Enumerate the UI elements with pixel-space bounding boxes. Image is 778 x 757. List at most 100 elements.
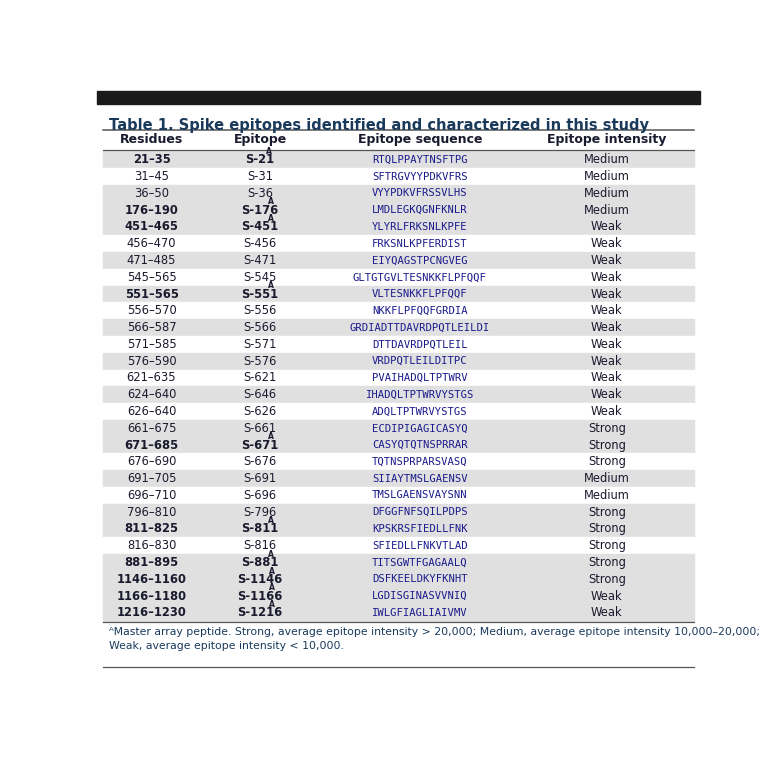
Bar — [103, 537, 694, 554]
Text: S-36: S-36 — [247, 187, 273, 200]
Text: PVAIHADQLTPTWRV: PVAIHADQLTPTWRV — [372, 373, 468, 383]
Text: Medium: Medium — [584, 472, 629, 485]
Text: DSFKEELDKYFKNHT: DSFKEELDKYFKNHT — [372, 575, 468, 584]
Bar — [103, 202, 694, 219]
Text: S-1216: S-1216 — [237, 606, 282, 619]
Text: 671–685: 671–685 — [124, 438, 179, 452]
Bar — [103, 168, 694, 185]
Bar — [103, 369, 694, 386]
Text: 571–585: 571–585 — [127, 338, 177, 351]
Text: S-796: S-796 — [244, 506, 277, 519]
Bar — [103, 336, 694, 353]
Bar — [103, 219, 694, 235]
Bar — [103, 386, 694, 403]
Text: 451–465: 451–465 — [124, 220, 178, 233]
Text: A: A — [268, 214, 274, 223]
Text: 696–710: 696–710 — [127, 489, 176, 502]
Text: S-646: S-646 — [244, 388, 277, 401]
Text: Weak: Weak — [591, 254, 622, 267]
Text: A: A — [268, 432, 274, 441]
Text: Weak: Weak — [591, 388, 622, 401]
Text: KPSKRSFIEDLLFNK: KPSKRSFIEDLLFNK — [372, 524, 468, 534]
Text: 811–825: 811–825 — [124, 522, 178, 535]
Text: Weak: Weak — [591, 288, 622, 301]
Text: S-811: S-811 — [241, 522, 279, 535]
Text: 796–810: 796–810 — [127, 506, 176, 519]
Text: Strong: Strong — [588, 539, 626, 553]
Text: 566–587: 566–587 — [127, 321, 177, 334]
Bar — [103, 453, 694, 470]
Text: GRDIADTTDAVRDPQTLEILDI: GRDIADTTDAVRDPQTLEILDI — [349, 322, 490, 332]
Text: Weak: Weak — [591, 606, 622, 619]
Text: ᴬMaster array peptide. Strong, average epitope intensity > 20,000; Medium, avera: ᴬMaster array peptide. Strong, average e… — [109, 627, 760, 637]
Bar — [103, 319, 694, 336]
Text: A: A — [269, 567, 275, 575]
Text: Medium: Medium — [584, 204, 629, 217]
Text: S-451: S-451 — [241, 220, 279, 233]
Text: Epitope sequence: Epitope sequence — [358, 133, 482, 146]
Text: S-21: S-21 — [246, 154, 275, 167]
Bar — [103, 521, 694, 537]
Text: S-696: S-696 — [244, 489, 277, 502]
Text: 661–675: 661–675 — [127, 422, 177, 435]
Text: A: A — [266, 147, 272, 156]
Text: S-691: S-691 — [244, 472, 277, 485]
Text: 1146–1160: 1146–1160 — [117, 573, 187, 586]
Text: 1216–1230: 1216–1230 — [117, 606, 187, 619]
Text: Strong: Strong — [588, 573, 626, 586]
Text: Medium: Medium — [584, 170, 629, 183]
Text: S-661: S-661 — [244, 422, 277, 435]
Text: Strong: Strong — [588, 456, 626, 469]
Text: A: A — [268, 550, 274, 559]
Text: 456–470: 456–470 — [127, 237, 177, 251]
Text: 676–690: 676–690 — [127, 456, 176, 469]
Bar — [103, 235, 694, 252]
Text: ECDIPIGAGICASYQ: ECDIPIGAGICASYQ — [372, 423, 468, 433]
Text: TQTNSPRРARSVASQ: TQTNSPRРARSVASQ — [372, 457, 468, 467]
Bar — [103, 605, 694, 621]
Text: GLTGTGVLTESNKKFLPFQQF: GLTGTGVLTESNKKFLPFQQF — [353, 273, 487, 282]
Text: VLTESNKKFLPFQQF: VLTESNKKFLPFQQF — [372, 289, 468, 299]
Text: A: A — [268, 198, 274, 207]
Text: 551–565: 551–565 — [124, 288, 178, 301]
Text: S-31: S-31 — [247, 170, 273, 183]
Text: Weak: Weak — [591, 271, 622, 284]
Text: RTQLPPAYTNSFTРG: RTQLPPAYTNSFTРG — [372, 155, 468, 165]
Text: LGDISGINASVVNIQ: LGDISGINASVVNIQ — [372, 591, 468, 601]
Text: TMSLGAENSVAYSNN: TMSLGAENSVAYSNN — [372, 491, 468, 500]
Text: Strong: Strong — [588, 438, 626, 452]
Text: 545–565: 545–565 — [127, 271, 177, 284]
Text: S-456: S-456 — [244, 237, 277, 251]
Text: 816–830: 816–830 — [127, 539, 176, 553]
Text: Strong: Strong — [588, 522, 626, 535]
Text: YLYRLFRKSNLKPFE: YLYRLFRKSNLKPFE — [372, 222, 468, 232]
Text: EIYQAGSTPCNGVEG: EIYQAGSTPCNGVEG — [372, 256, 468, 266]
Bar — [103, 303, 694, 319]
Text: Weak: Weak — [591, 220, 622, 233]
Text: TITSGWTFGAGAALQ: TITSGWTFGAGAALQ — [372, 558, 468, 568]
Text: S-556: S-556 — [244, 304, 277, 317]
Text: Weak: Weak — [591, 590, 622, 603]
Text: S-671: S-671 — [241, 438, 279, 452]
Bar — [103, 185, 694, 202]
Bar — [103, 269, 694, 285]
Text: ADQLTPTWRVYSTGS: ADQLTPTWRVYSTGS — [372, 407, 468, 416]
Text: S-176: S-176 — [241, 204, 279, 217]
Text: Strong: Strong — [588, 556, 626, 569]
Bar — [103, 285, 694, 303]
Text: SFTRGVYYPDKVFRS: SFTRGVYYPDKVFRS — [372, 172, 468, 182]
Text: Epitope intensity: Epitope intensity — [547, 133, 667, 146]
Bar — [103, 470, 694, 487]
Text: S-1166: S-1166 — [237, 590, 282, 603]
Text: 1166–1180: 1166–1180 — [117, 590, 187, 603]
Text: S-676: S-676 — [244, 456, 277, 469]
Text: Residues: Residues — [120, 133, 183, 146]
Text: Weak: Weak — [591, 237, 622, 251]
Text: S-545: S-545 — [244, 271, 277, 284]
Text: S-621: S-621 — [244, 372, 277, 385]
Text: S-816: S-816 — [244, 539, 277, 553]
Text: LMDLEGKQGNFKNLR: LMDLEGKQGNFKNLR — [372, 205, 468, 215]
Text: 176–190: 176–190 — [124, 204, 178, 217]
Bar — [103, 571, 694, 587]
Bar — [103, 437, 694, 453]
